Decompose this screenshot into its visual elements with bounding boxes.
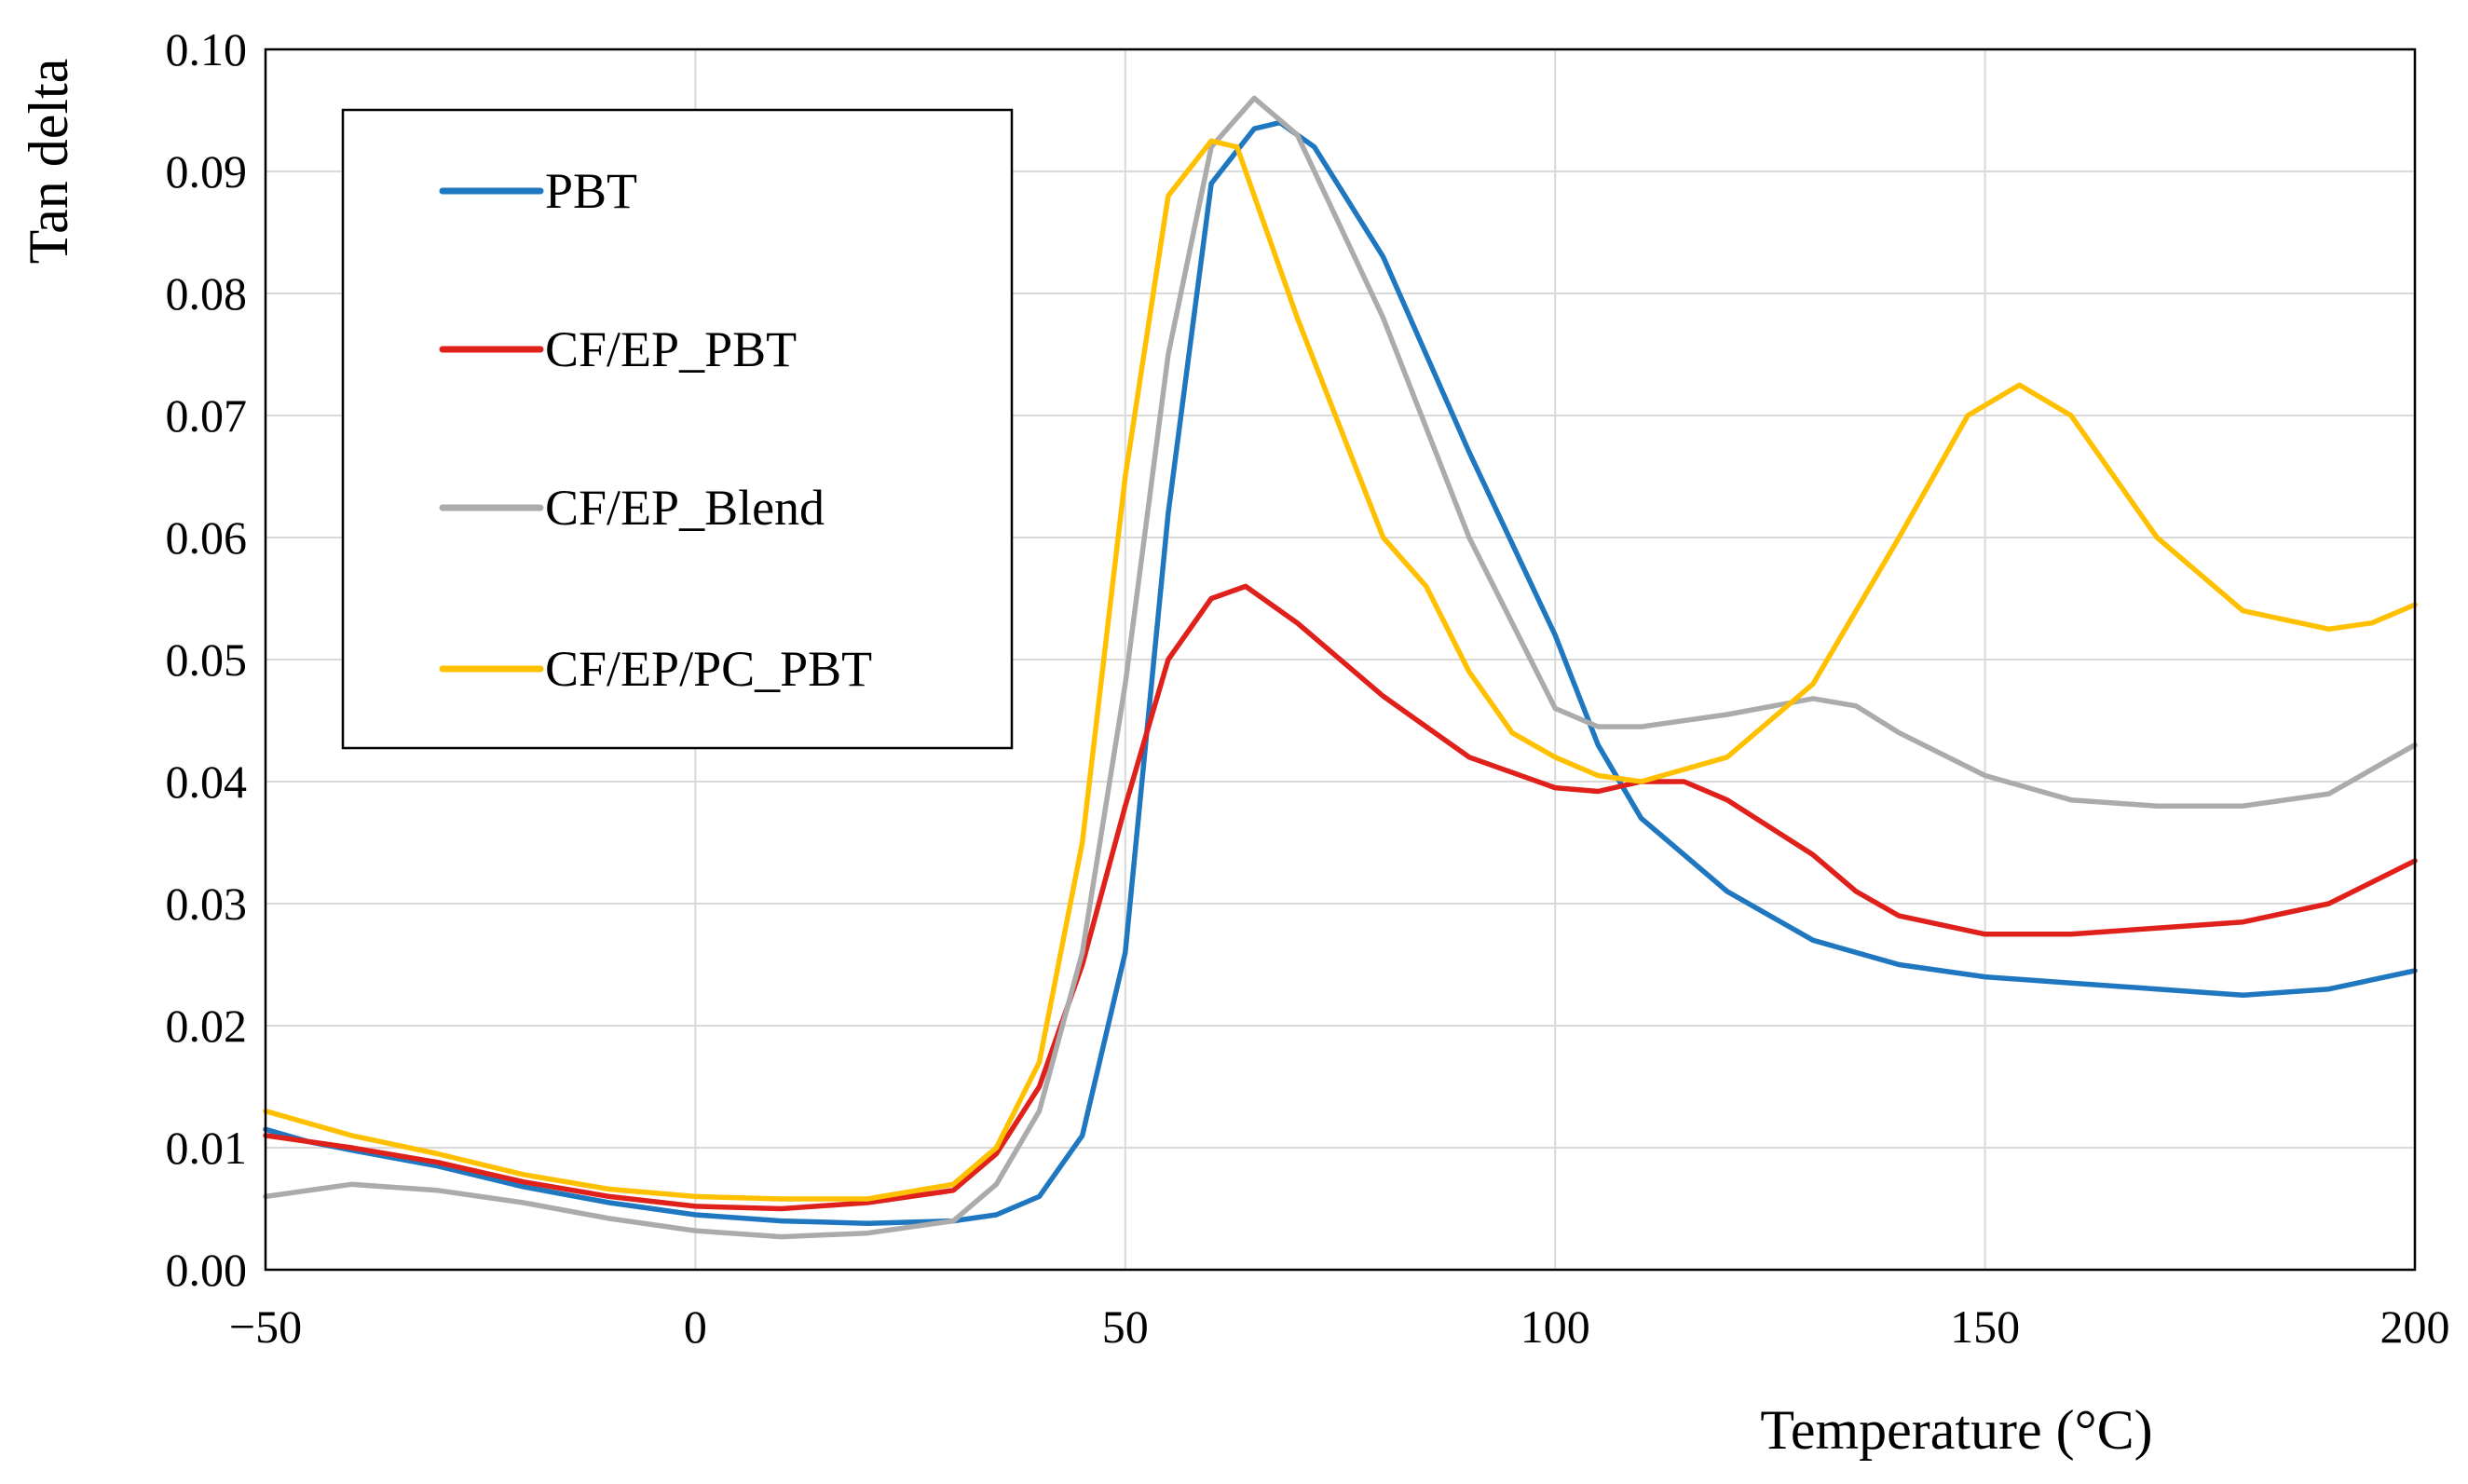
x-tick-label: 100 (1520, 1300, 1590, 1353)
legend: PBT CF/EP_PBT CF/EP_Blend CF/EP/PC_PBT (341, 108, 1014, 750)
x-tick-labels: −50 0 50 100 150 200 (229, 1300, 2450, 1353)
x-axis-title: Temperature (°C) (1760, 1399, 2152, 1461)
x-tick-label: 150 (1950, 1300, 2020, 1353)
y-tick-label: 0.06 (166, 511, 248, 564)
series-line-0 (263, 119, 2418, 1226)
legend-box (341, 108, 1014, 750)
y-axis-title: Tan delta (18, 59, 79, 265)
series-line-1 (263, 583, 2418, 1212)
y-tick-label: 0.04 (166, 756, 248, 808)
plot-frame (264, 48, 2417, 1272)
series-line-2 (263, 95, 2418, 1240)
series-layer (263, 95, 2418, 1240)
y-tick-label: 0.09 (166, 145, 248, 197)
y-tick-label: 0.10 (166, 23, 248, 75)
x-tick-label: 50 (1102, 1300, 1149, 1353)
x-tick-label: 200 (2380, 1300, 2450, 1353)
legend-label: CF/EP_Blend (545, 480, 825, 536)
y-tick-label: 0.00 (166, 1244, 248, 1296)
series-line-3 (263, 138, 2418, 1202)
y-tick-label: 0.01 (166, 1122, 248, 1174)
y-tick-label: 0.05 (166, 633, 248, 686)
y-tick-label: 0.08 (166, 267, 248, 320)
legend-label: CF/EP/PC_PBT (545, 641, 872, 697)
y-tick-label: 0.03 (166, 878, 248, 930)
y-tick-labels: 0.00 0.01 0.02 0.03 0.04 0.05 0.06 0.07 0.08 0.09… (166, 23, 248, 1296)
y-tick-label: 0.07 (166, 389, 248, 442)
legend-label: CF/EP_PBT (545, 321, 797, 377)
legend-label: PBT (545, 163, 637, 219)
x-tick-label: −50 (229, 1300, 302, 1353)
x-tick-label: 0 (684, 1300, 707, 1353)
y-tick-label: 0.02 (166, 1000, 248, 1052)
